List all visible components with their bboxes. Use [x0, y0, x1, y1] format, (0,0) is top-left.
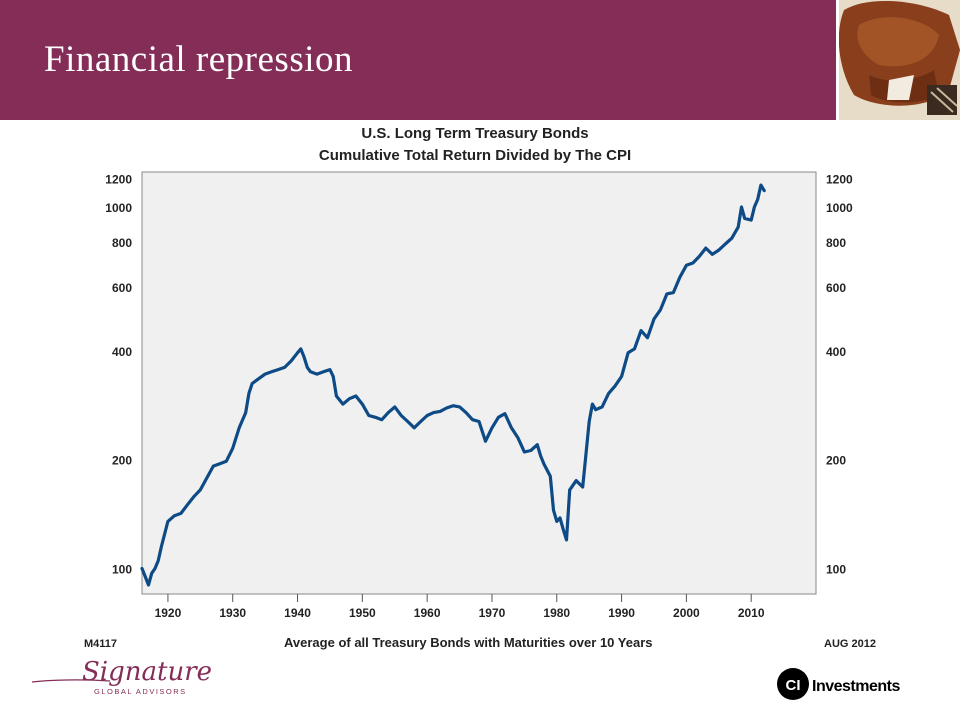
x-tick-label: 1970 [479, 606, 506, 620]
signature-script: Signature [82, 657, 212, 687]
y-tick-label-right: 400 [826, 345, 846, 359]
x-tick-label: 1990 [608, 606, 635, 620]
chart-title: U.S. Long Term Treasury Bonds [361, 125, 588, 142]
footer-code: M4117 [84, 638, 118, 650]
signature-sub: GLOBAL ADVISORS [94, 687, 187, 696]
x-axis: 1920 1930 1940 1950 1960 1970 1980 1990 2000 2010 [155, 594, 765, 620]
y-tick-label-right: 1200 [826, 172, 853, 186]
y-tick-label-right: 100 [826, 562, 846, 576]
x-tick-label: 1950 [349, 606, 376, 620]
y-axis-right: 100 200 400 600 800 1000 1200 [826, 172, 853, 576]
y-tick-label-right: 600 [826, 281, 846, 295]
ci-investments-logo: CI Investments [777, 668, 901, 700]
y-tick-label-left: 400 [112, 345, 132, 359]
x-tick-label: 1940 [284, 606, 311, 620]
y-tick-label-right: 800 [826, 236, 846, 250]
x-tick-label: 2010 [738, 606, 765, 620]
y-tick-label-left: 600 [112, 281, 132, 295]
y-tick-label-left: 800 [112, 236, 132, 250]
x-tick-label: 2000 [673, 606, 700, 620]
series-line [140, 183, 766, 587]
header-band [0, 0, 836, 120]
ci-text: Investments [812, 678, 900, 695]
y-tick-label-right: 1000 [826, 201, 853, 215]
chart: U.S. Long Term Treasury Bonds Cumulative… [105, 125, 853, 620]
x-tick-label: 1920 [155, 606, 182, 620]
ci-mark: CI [786, 677, 801, 694]
y-tick-label-left: 100 [112, 562, 132, 576]
y-tick-label-left: 1200 [105, 172, 132, 186]
header-photo [839, 0, 960, 120]
y-tick-label-left: 200 [112, 454, 132, 468]
x-axis-label: Average of all Treasury Bonds with Matur… [284, 635, 653, 650]
y-axis-left: 100 200 400 600 800 1000 1200 [105, 172, 132, 576]
y-tick-label-right: 200 [826, 454, 846, 468]
header-divider [836, 0, 839, 120]
chart-subtitle: Cumulative Total Return Divided by The C… [319, 147, 631, 164]
x-tick-label: 1930 [219, 606, 246, 620]
y-tick-label-left: 1000 [105, 201, 132, 215]
plot-area [141, 171, 817, 595]
signature-logo: Signature GLOBAL ADVISORS [31, 657, 212, 696]
x-tick-label: 1980 [543, 606, 570, 620]
x-tick-label: 1960 [414, 606, 441, 620]
footer-date: AUG 2012 [824, 638, 876, 650]
slide-title: Financial repression [44, 39, 353, 80]
